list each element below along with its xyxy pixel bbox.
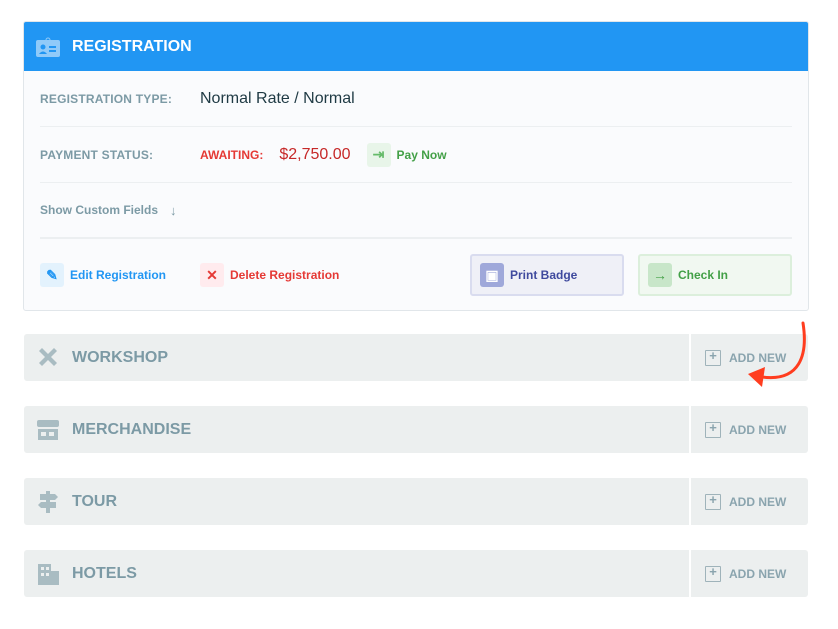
- print-badge-label: Print Badge: [510, 268, 578, 282]
- add-new-label: ADD NEW: [729, 422, 787, 437]
- arrow-down-icon[interactable]: ↓: [170, 202, 177, 218]
- edit-icon: ✎: [40, 263, 64, 287]
- add-new-label: ADD NEW: [729, 566, 787, 581]
- payment-amount: $2,750.00: [279, 145, 351, 163]
- show-custom-fields-link[interactable]: Show Custom Fields: [40, 203, 159, 217]
- payment-status-row: PAYMENT STATUS: AWAITING: $2,750.00 ⇥ Pay…: [40, 127, 792, 183]
- registration-header: REGISTRATION: [24, 22, 808, 71]
- store-icon: [36, 418, 60, 442]
- edit-registration-button[interactable]: ✎ Edit Registration: [40, 254, 166, 296]
- tools-icon: [36, 346, 60, 370]
- edit-label: Edit Registration: [70, 268, 167, 282]
- registration-type-row: REGISTRATION TYPE: Normal Rate / Normal: [40, 71, 792, 127]
- add-new-label: ADD NEW: [729, 494, 787, 509]
- custom-fields-row: Show Custom Fields ↓: [40, 183, 792, 239]
- building-icon: [36, 562, 60, 586]
- section-title: WORKSHOP: [72, 348, 168, 366]
- id-badge-icon: ▣: [480, 263, 504, 287]
- print-badge-button[interactable]: ▣ Print Badge: [470, 254, 624, 296]
- section-tour: TOUR + ADD NEW: [24, 478, 808, 525]
- add-icon: +: [705, 565, 721, 582]
- section-title: MERCHANDISE: [72, 420, 192, 438]
- sign-in-icon: →: [648, 263, 672, 287]
- registration-panel: REGISTRATION REGISTRATION TYPE: Normal R…: [23, 21, 809, 311]
- registration-type-value: Normal Rate / Normal: [200, 89, 355, 107]
- registration-type-label: REGISTRATION TYPE:: [40, 91, 173, 106]
- registration-title: REGISTRATION: [72, 37, 192, 55]
- add-new-label: ADD NEW: [729, 350, 787, 365]
- pay-now-button[interactable]: ⇥ Pay Now: [366, 142, 447, 167]
- add-icon: +: [705, 349, 721, 366]
- add-new-button[interactable]: + ADD NEW: [689, 478, 808, 525]
- payment-status-label: PAYMENT STATUS:: [40, 147, 154, 162]
- delete-icon: ✕: [200, 263, 224, 287]
- section-title: TOUR: [72, 492, 118, 510]
- add-new-button[interactable]: + ADD NEW: [689, 550, 808, 597]
- delete-label: Delete Registration: [230, 268, 340, 282]
- section-title: HOTELS: [72, 564, 137, 582]
- section-hotels: HOTELS + ADD NEW: [24, 550, 808, 597]
- id-badge-icon: [36, 37, 60, 57]
- delete-registration-button[interactable]: ✕ Delete Registration: [200, 254, 339, 296]
- section-workshop: WORKSHOP + ADD NEW: [24, 334, 808, 381]
- pay-now-label: Pay Now: [396, 147, 447, 162]
- check-in-label: Check In: [678, 268, 729, 282]
- add-icon: +: [705, 421, 721, 438]
- add-icon: +: [705, 493, 721, 510]
- add-new-button[interactable]: + ADD NEW: [689, 334, 808, 381]
- sign-in-icon: ⇥: [366, 142, 391, 167]
- signpost-icon: [36, 490, 60, 514]
- add-new-button[interactable]: + ADD NEW: [689, 406, 808, 453]
- section-merchandise: MERCHANDISE + ADD NEW: [24, 406, 808, 453]
- payment-status-value: AWAITING:: [200, 147, 264, 162]
- check-in-button[interactable]: → Check In: [638, 254, 792, 296]
